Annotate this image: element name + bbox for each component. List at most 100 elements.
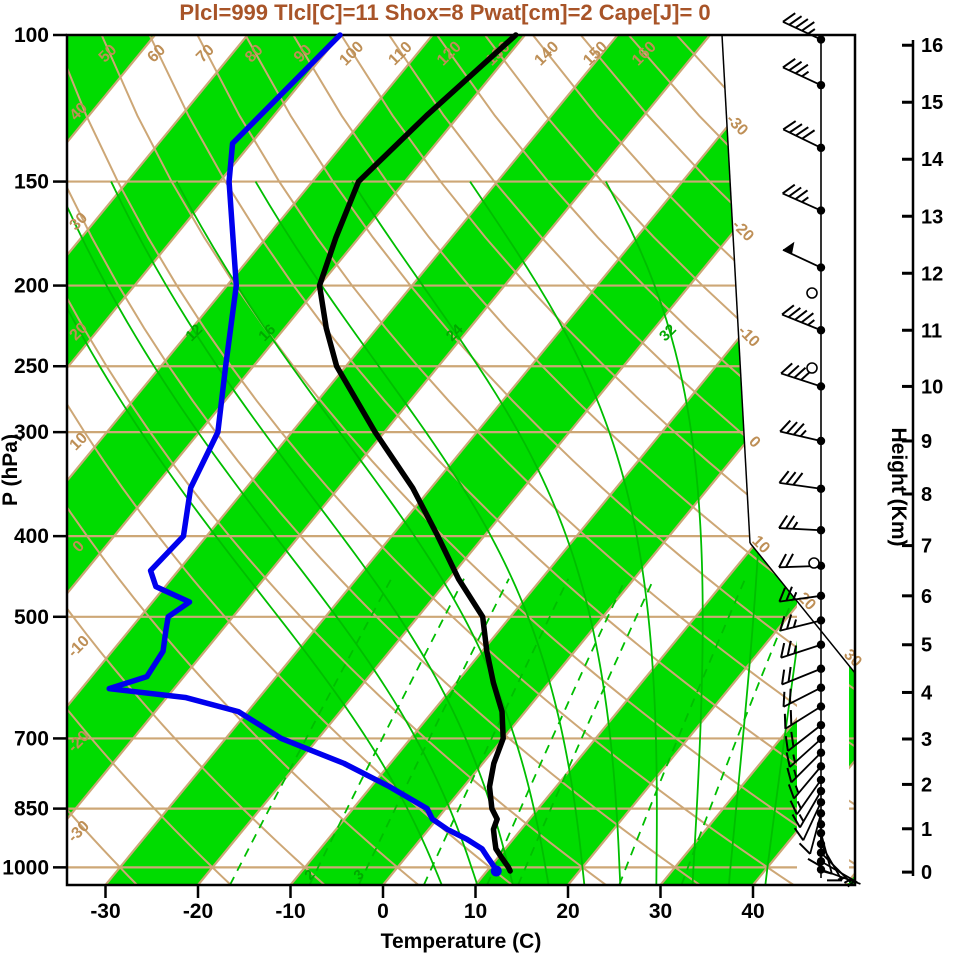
dry-adiabat-line bbox=[196, 35, 855, 885]
wind-barb bbox=[789, 775, 826, 815]
pressure-axis-label: P (hPa) bbox=[0, 434, 22, 506]
barb-staff bbox=[780, 619, 822, 632]
region-boundary-line bbox=[749, 542, 856, 674]
barb-full bbox=[787, 784, 795, 799]
dry-adiabat-line bbox=[340, 35, 855, 885]
height-tick-label: 11 bbox=[921, 320, 942, 342]
wind-barb bbox=[785, 734, 826, 768]
open-circle-marker bbox=[806, 362, 818, 374]
barb-half bbox=[807, 319, 815, 326]
barb-full bbox=[784, 736, 789, 752]
wind-barb bbox=[781, 304, 826, 335]
wind-barb bbox=[787, 762, 826, 800]
wind-barb bbox=[781, 664, 826, 686]
green-band bbox=[290, 35, 855, 885]
surface-dewpoint-dot bbox=[490, 865, 502, 877]
barb-staff bbox=[784, 705, 822, 730]
barb-full bbox=[795, 18, 809, 29]
barb-half bbox=[843, 878, 852, 884]
open-circle-marker bbox=[806, 287, 818, 299]
dry-adiabat-line bbox=[67, 35, 420, 885]
height-tick-label: 0 bbox=[921, 862, 932, 884]
barb-full bbox=[793, 366, 807, 379]
green-band bbox=[67, 35, 340, 885]
barb-full bbox=[786, 421, 798, 434]
barb-full bbox=[783, 713, 787, 729]
barb-full bbox=[788, 60, 803, 72]
isotherm-line bbox=[104, 35, 804, 885]
wind-barb bbox=[793, 798, 826, 841]
height-axis-label: Height (Km) bbox=[887, 428, 910, 547]
isotherm-line bbox=[67, 35, 249, 885]
moist-adadiabat-line bbox=[254, 181, 586, 885]
barb-half bbox=[798, 814, 805, 822]
dry-adiabat-label: -30 bbox=[65, 818, 93, 846]
barb-full bbox=[788, 688, 792, 704]
pressure-tick-label: 500 bbox=[14, 606, 49, 629]
barb-full bbox=[782, 57, 796, 69]
barb-full bbox=[788, 186, 802, 198]
pressure-tick-label: 300 bbox=[14, 421, 49, 444]
barb-full bbox=[778, 553, 787, 568]
wind-barb bbox=[782, 183, 826, 215]
height-tick-label: 4 bbox=[921, 682, 933, 704]
barb-staff bbox=[820, 843, 843, 881]
height-tick-label: 6 bbox=[921, 586, 932, 608]
barb-full bbox=[785, 586, 793, 602]
pressure-tick-label: 400 bbox=[14, 525, 49, 548]
height-tick-label: 12 bbox=[921, 263, 943, 285]
temperature-tick-label: 10 bbox=[464, 900, 487, 923]
barb-staff bbox=[820, 832, 833, 874]
barb-half bbox=[792, 591, 798, 601]
barb-full bbox=[790, 731, 795, 747]
height-tick-label: 1 bbox=[921, 819, 932, 841]
moist-adadiabat-line bbox=[110, 181, 514, 885]
height-tick-label: 16 bbox=[921, 35, 943, 57]
dry-adiabat-line bbox=[67, 35, 232, 885]
dry-adiabat-line bbox=[388, 35, 855, 885]
wind-barb bbox=[778, 514, 826, 535]
barb-full bbox=[788, 123, 803, 134]
dry-adiabat-line bbox=[67, 35, 138, 885]
barb-full bbox=[782, 12, 796, 23]
isotherm-line bbox=[67, 35, 341, 885]
wind-barb bbox=[778, 586, 826, 603]
barb-staff bbox=[809, 813, 822, 855]
barb-staff bbox=[779, 527, 822, 532]
barb-pennant bbox=[782, 241, 795, 255]
wind-barb bbox=[782, 683, 826, 708]
barb-staff bbox=[793, 765, 822, 800]
barb-half bbox=[807, 28, 816, 35]
barb-full bbox=[778, 470, 790, 484]
moist-adadiabat-line bbox=[67, 181, 479, 885]
wind-barb bbox=[791, 786, 826, 829]
isotherm-line bbox=[67, 35, 526, 885]
mixing-ratio-line bbox=[517, 578, 655, 885]
mixing-ratio-line bbox=[229, 578, 393, 885]
wind-barb bbox=[782, 120, 826, 153]
barb-full bbox=[785, 752, 791, 768]
barb-full bbox=[780, 642, 786, 658]
green-band bbox=[105, 35, 855, 885]
barb-full bbox=[786, 614, 793, 630]
barb-full bbox=[778, 587, 786, 603]
barb-full bbox=[779, 419, 792, 433]
pressure-tick-label: 100 bbox=[14, 24, 49, 47]
barb-full bbox=[789, 710, 793, 726]
barb-half bbox=[796, 800, 802, 810]
wind-barb bbox=[784, 720, 826, 752]
moist-adadiabat-line bbox=[604, 181, 704, 885]
barb-full bbox=[794, 309, 808, 321]
wind-barbs-layer bbox=[778, 12, 861, 888]
barb-full bbox=[786, 640, 792, 656]
region-boundary-line bbox=[721, 34, 751, 544]
dry-adiabat-line bbox=[67, 35, 795, 885]
moist-adadiabat-line bbox=[67, 181, 443, 885]
isotherm-line bbox=[67, 35, 619, 885]
temperature-tick-label: 30 bbox=[649, 900, 672, 923]
mixing-ratio-line bbox=[357, 578, 510, 885]
background-grid-layer bbox=[67, 35, 855, 885]
barb-full bbox=[787, 364, 800, 377]
